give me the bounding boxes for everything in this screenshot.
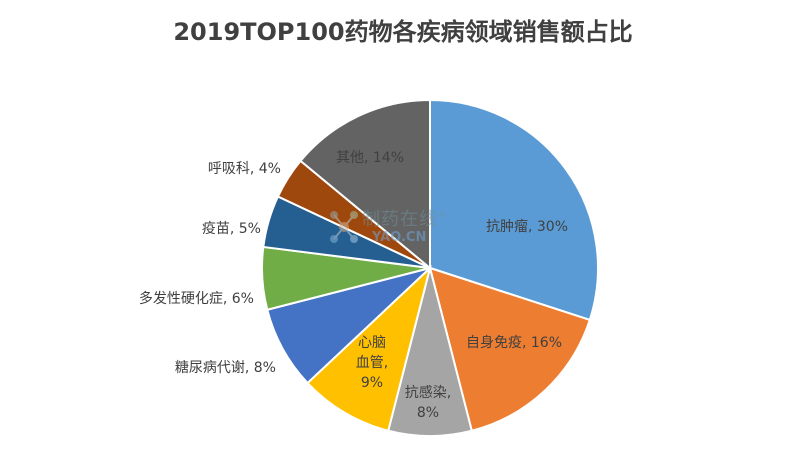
- pie-label-8: 呼吸科, 4%: [208, 161, 281, 177]
- watermark-text-cn: 制药在线®: [362, 209, 448, 230]
- pie-slice-9: [299, 98, 431, 271]
- pie-label-4: 心脑血管, 9%: [356, 335, 388, 391]
- watermark-logo-icon: [330, 211, 358, 243]
- pie-label-2: 自身免疫, 16%: [466, 335, 562, 351]
- pie-labels: 抗肿瘤, 30% 自身免疫, 16% 抗感染, 8% 心脑血管, 9% 糖尿病代谢, 8% 多…: [139, 150, 568, 421]
- pie-label-6: 多发性硬化症, 6%: [139, 290, 254, 307]
- pie-slice-2: [428, 266, 592, 432]
- pie-label-3: 抗感染, 8%: [405, 384, 451, 421]
- pie-label-9: 其他, 14%: [336, 150, 404, 166]
- pie-slice-1: [429, 98, 600, 322]
- watermark-text-en: YAO.CN: [372, 230, 427, 245]
- pie-label-7: 疫苗, 5%: [202, 221, 261, 237]
- chart-title: 2019TOP100药物各疾病领域销售额占比: [173, 18, 633, 46]
- pie-slice-4: [306, 264, 432, 432]
- pie-label-5: 糖尿病代谢, 8%: [175, 360, 276, 376]
- pie-label-1: 抗肿瘤, 30%: [486, 218, 568, 235]
- watermark: 制药在线® YAO.CN: [322, 203, 462, 253]
